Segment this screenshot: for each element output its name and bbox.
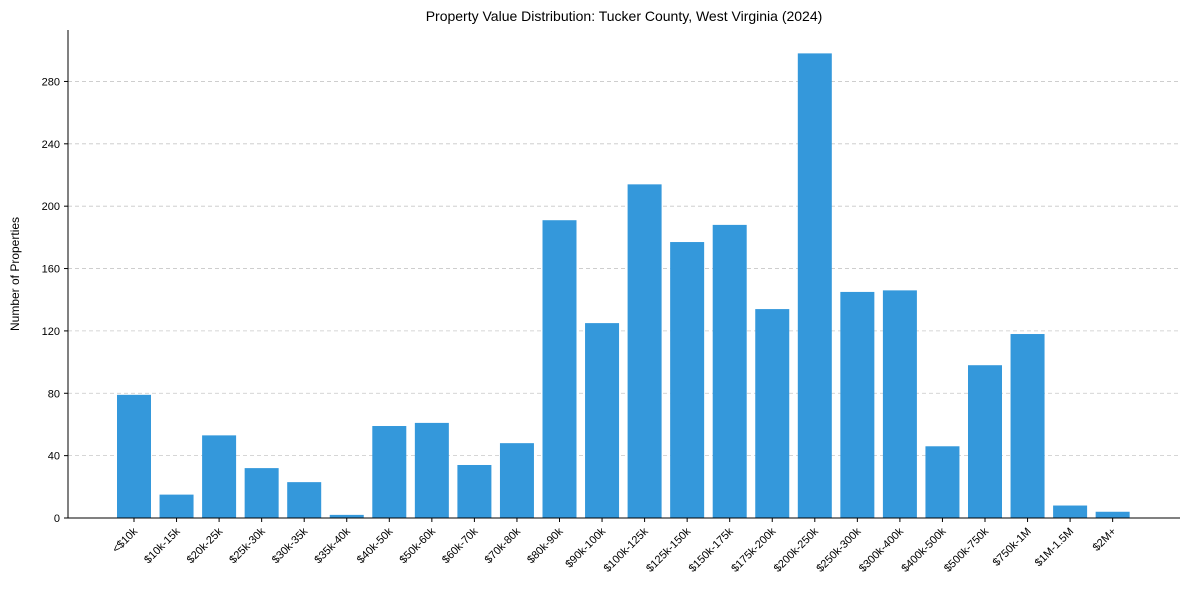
x-tick-label: $60k-70k: [440, 525, 481, 566]
chart-title: Property Value Distribution: Tucker Coun…: [426, 8, 823, 24]
x-tick-label: $90k-100k: [563, 525, 608, 570]
bar: [542, 220, 577, 518]
bar: [244, 468, 279, 518]
bar: [159, 494, 194, 518]
x-tick-label: $150k-175k: [687, 525, 736, 574]
x-tick-label: $70k-80k: [483, 525, 524, 566]
x-tick-label: $175k-200k: [729, 525, 778, 574]
y-tick-label: 200: [42, 201, 60, 213]
x-tick-label: $25k-30k: [227, 525, 268, 566]
bars: [117, 53, 1130, 519]
x-tick-label: $10k-15k: [142, 525, 183, 566]
x-tick-label: $250k-300k: [814, 525, 863, 574]
bar: [372, 426, 407, 518]
y-tick-label: 240: [42, 139, 60, 151]
gridlines: [68, 81, 1180, 457]
bar: [117, 394, 151, 518]
bar: [329, 514, 364, 518]
bar: [627, 184, 662, 518]
x-tick-label: <$10k: [110, 525, 140, 555]
x-tick-label: $400k-500k: [899, 525, 948, 574]
x-tick-label: $30k-35k: [270, 525, 311, 566]
bar: [670, 242, 705, 519]
bar: [585, 323, 620, 518]
bar: [1095, 511, 1130, 518]
bar: [1010, 334, 1045, 518]
x-tick-label: $500k-750k: [942, 525, 991, 574]
x-tick-label: $1M-1.5M: [1033, 526, 1077, 570]
bar: [840, 291, 875, 518]
x-tick-label: $100k-125k: [602, 525, 651, 574]
bar: [202, 435, 237, 518]
bar: [968, 365, 1002, 518]
y-tick-label: 120: [42, 326, 60, 338]
bar: [414, 422, 449, 518]
bar: [925, 446, 960, 518]
bar: [797, 53, 832, 518]
y-tick-label: 40: [48, 451, 60, 463]
x-tick-label: $300k-400k: [857, 525, 906, 574]
x-tick-label: $200k-250k: [772, 525, 821, 574]
axes: [67, 30, 1180, 519]
y-ticks: 0 40 80 120 160 200 240 280: [42, 76, 68, 525]
x-tick-label: $35k-40k: [312, 525, 353, 566]
x-ticks: <$10k $10k-15k $20k-25k $25k-30k $30k-35k $35…: [110, 518, 1119, 575]
bar: [457, 464, 492, 518]
y-tick-label: 0: [54, 513, 60, 525]
x-tick-label: $80k-90k: [525, 525, 566, 566]
x-tick-label: $40k-50k: [355, 525, 396, 566]
bar: [499, 443, 534, 518]
y-tick-label: 160: [42, 264, 60, 276]
y-tick-label: 80: [48, 388, 60, 400]
bar: [882, 290, 917, 518]
bar: [1053, 505, 1088, 518]
x-tick-label: $2M+: [1091, 526, 1119, 554]
y-axis-label: Number of Properties: [8, 217, 22, 331]
y-tick-label: 280: [42, 76, 60, 88]
bar: [712, 224, 747, 518]
x-tick-label: $50k-60k: [397, 525, 438, 566]
bar: [755, 309, 790, 518]
bar: [287, 482, 322, 518]
x-tick-label: $20k-25k: [185, 525, 226, 566]
x-tick-label: $125k-150k: [644, 525, 693, 574]
x-tick-label: $750k-1M: [991, 526, 1034, 569]
